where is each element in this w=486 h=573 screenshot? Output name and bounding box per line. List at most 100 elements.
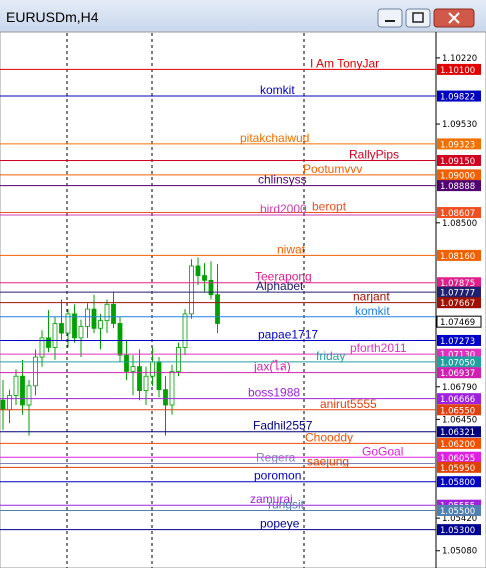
bid-box bbox=[436, 315, 482, 328]
level-name: GoGoal bbox=[362, 444, 403, 458]
level-name: rungsit bbox=[268, 497, 305, 511]
level-name: zamurai bbox=[250, 492, 293, 506]
price-box-label: 1.09000 bbox=[440, 171, 475, 181]
price-box bbox=[437, 476, 481, 488]
level-name: poromon bbox=[254, 469, 301, 483]
price-box bbox=[437, 154, 481, 166]
candle-body bbox=[39, 337, 45, 358]
level-name: jax(ไล่) bbox=[253, 360, 291, 374]
level-name: popeye bbox=[260, 517, 300, 531]
level-name: bird2000 bbox=[260, 202, 307, 216]
candle-body bbox=[0, 399, 6, 411]
price-box-label: 1.07273 bbox=[440, 337, 475, 347]
candle-body bbox=[59, 323, 64, 334]
candle-body bbox=[143, 375, 149, 392]
candle-body bbox=[98, 320, 103, 329]
candle-body bbox=[150, 361, 155, 377]
price-box-label: 1.07667 bbox=[440, 299, 475, 309]
price-box-label: 1.06055 bbox=[440, 454, 475, 464]
level-name: Alphabet bbox=[256, 279, 304, 293]
level-name: niwat bbox=[277, 242, 306, 256]
candle-body bbox=[156, 361, 162, 391]
candle-body bbox=[46, 337, 51, 348]
price-box-label: 1.05500 bbox=[440, 507, 475, 517]
level-name: I Am TonyJar bbox=[310, 56, 379, 70]
chart-frame bbox=[0, 31, 486, 569]
y-tick-label: 1.05080 bbox=[442, 547, 477, 557]
level-name: beropt bbox=[312, 200, 347, 214]
candle-body bbox=[78, 325, 84, 339]
candle-body bbox=[7, 395, 12, 411]
price-box bbox=[437, 393, 481, 405]
candle-body bbox=[130, 366, 136, 372]
candle-body bbox=[117, 323, 123, 356]
candle-body bbox=[52, 323, 58, 348]
price-box-label: 1.08160 bbox=[440, 252, 475, 262]
price-box bbox=[437, 404, 481, 416]
y-tick-label: 1.08500 bbox=[442, 219, 477, 229]
window-buttons[interactable] bbox=[377, 8, 475, 28]
candle-body bbox=[124, 354, 129, 372]
price-box bbox=[437, 138, 481, 150]
price-box bbox=[437, 63, 481, 75]
level-name: pitakchaiwud bbox=[240, 131, 309, 145]
price-box bbox=[437, 249, 481, 261]
icon bbox=[412, 12, 424, 23]
price-box-label: 1.07777 bbox=[440, 289, 475, 299]
price-box-label: 1.09150 bbox=[440, 157, 475, 167]
candle-body bbox=[13, 375, 19, 396]
price-box bbox=[437, 297, 481, 309]
level-name: komkit bbox=[355, 304, 390, 318]
level-name: saejung bbox=[307, 454, 349, 468]
level-name: pforth2011 bbox=[350, 341, 407, 355]
price-box bbox=[437, 356, 481, 368]
level-name: Chooddy bbox=[305, 430, 353, 444]
level-name: RallyPips bbox=[349, 147, 399, 161]
price-box-label: 1.05300 bbox=[440, 526, 475, 536]
candle-body bbox=[91, 308, 97, 329]
y-tick-label: 1.09530 bbox=[442, 120, 477, 130]
candle-body bbox=[208, 279, 214, 296]
price-box-label: 1.06200 bbox=[440, 440, 475, 450]
candle-body bbox=[189, 265, 194, 315]
level-name: friday bbox=[316, 349, 345, 363]
price-box bbox=[437, 426, 481, 438]
price-box bbox=[437, 348, 481, 360]
price-box bbox=[437, 504, 481, 516]
price-box-label: 1.07130 bbox=[440, 351, 475, 361]
candle-body bbox=[33, 356, 38, 387]
price-box bbox=[437, 451, 481, 463]
level-name: chlinsyss bbox=[258, 173, 307, 187]
candle-body bbox=[72, 313, 77, 339]
price-box bbox=[437, 90, 481, 102]
level-name: narjant bbox=[353, 290, 390, 304]
price-box-label: 1.06937 bbox=[440, 369, 475, 379]
price-box-label: 1.06321 bbox=[440, 428, 475, 438]
maximize-button[interactable] bbox=[405, 8, 431, 28]
candle-body bbox=[195, 265, 201, 276]
price-box-label: 1.05950 bbox=[440, 464, 475, 474]
candle-body bbox=[215, 294, 220, 324]
minimize-button[interactable] bbox=[377, 8, 403, 28]
level-name: Teerapong bbox=[255, 270, 312, 284]
price-box bbox=[437, 334, 481, 346]
candle-body bbox=[111, 303, 116, 324]
price-box-label: 1.10100 bbox=[440, 66, 475, 76]
price-box bbox=[437, 367, 481, 379]
candle-body bbox=[202, 275, 207, 281]
y-tick-label: 1.05420 bbox=[442, 514, 477, 524]
candle-body bbox=[26, 385, 32, 406]
price-box-label: 1.07050 bbox=[440, 358, 475, 368]
price-box bbox=[437, 286, 481, 298]
price-box-label: 1.06550 bbox=[440, 406, 475, 416]
level-name: Pootumvvv bbox=[303, 162, 362, 176]
y-tick-label: 1.06790 bbox=[442, 383, 477, 393]
price-box bbox=[437, 461, 481, 473]
candle-body bbox=[65, 313, 71, 334]
level-name: Regera bbox=[256, 450, 296, 464]
bid-label: 1.07469 bbox=[440, 318, 475, 328]
price-box bbox=[437, 437, 481, 449]
candle-body bbox=[182, 313, 188, 348]
candle-body bbox=[85, 308, 90, 327]
